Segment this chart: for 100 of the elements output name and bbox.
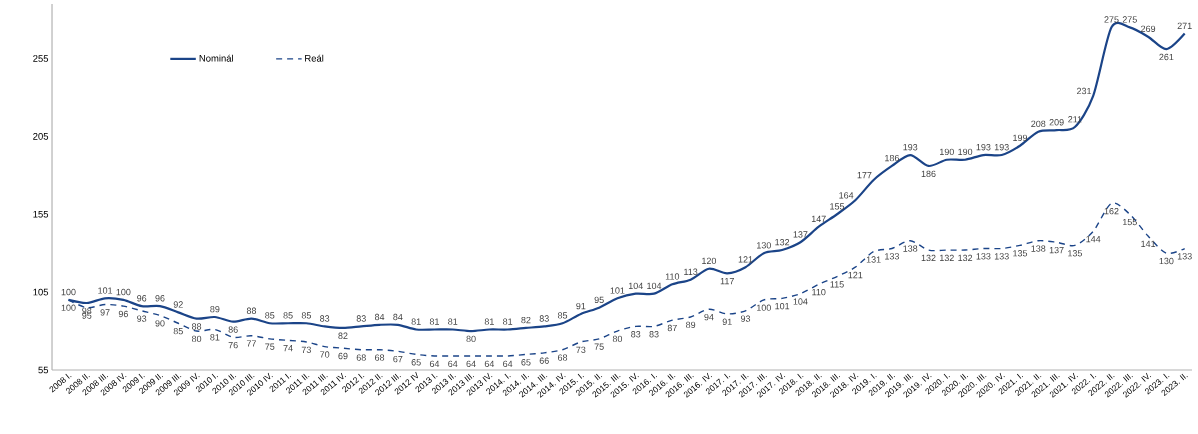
data-label: 83 [631, 331, 641, 338]
data-label: 275 [1104, 16, 1119, 23]
data-label: 92 [173, 301, 183, 308]
data-label: 100 [116, 288, 131, 296]
data-label: 121 [738, 256, 753, 263]
y-tick-label: 205 [33, 133, 49, 140]
data-label: 104 [628, 282, 643, 289]
data-label: 115 [830, 281, 844, 288]
data-label: 133 [994, 253, 1009, 260]
data-label: 85 [265, 312, 275, 319]
data-label: 164 [839, 192, 854, 199]
data-label: 85 [301, 312, 311, 319]
data-label: 75 [265, 343, 275, 350]
y-tick-label: 155 [33, 210, 49, 218]
data-label: 135 [1068, 250, 1082, 257]
data-label: 93 [740, 315, 751, 322]
data-label: 65 [521, 359, 531, 366]
data-label: 68 [356, 354, 366, 361]
data-label: 73 [576, 346, 586, 353]
data-label: 101 [775, 303, 790, 310]
data-label: 177 [857, 172, 872, 179]
data-label: 69 [338, 352, 348, 360]
data-label: 275 [1122, 16, 1137, 23]
data-label: 113 [684, 268, 698, 275]
data-label: 84 [374, 313, 385, 321]
data-label: 138 [1031, 245, 1046, 252]
data-label: 82 [338, 332, 348, 339]
data-label: 80 [466, 335, 476, 343]
data-label: 209 [1049, 119, 1064, 126]
data-label: 117 [720, 278, 734, 285]
data-label: 132 [958, 254, 973, 262]
data-label: 66 [539, 357, 549, 364]
data-label: 147 [811, 215, 826, 223]
data-label: 89 [686, 321, 696, 329]
legend-label: Reál [305, 54, 324, 62]
data-label: 81 [503, 318, 513, 325]
data-label: 83 [649, 331, 659, 338]
data-label: 81 [429, 318, 439, 325]
data-label: 193 [903, 144, 918, 151]
data-label: 83 [539, 315, 549, 322]
data-label: 120 [702, 257, 717, 265]
data-label: 132 [921, 254, 936, 262]
data-label: 98 [82, 307, 92, 315]
y-tick-label: 105 [33, 288, 49, 296]
data-label: 67 [393, 355, 403, 363]
data-label: 75 [594, 343, 604, 350]
data-label: 211 [1068, 116, 1082, 123]
data-label: 64 [429, 360, 440, 367]
data-label: 95 [82, 312, 92, 319]
data-label: 81 [210, 334, 220, 341]
data-label: 83 [320, 315, 330, 322]
data-label: 100 [757, 304, 771, 311]
data-label: 80 [191, 335, 202, 343]
data-label: 137 [793, 231, 808, 238]
data-label: 186 [885, 154, 899, 162]
data-label: 93 [137, 315, 147, 322]
data-label: 96 [155, 295, 165, 302]
data-label: 86 [228, 326, 238, 333]
y-tick-label: 55 [38, 366, 49, 374]
data-label: 89 [210, 306, 220, 313]
data-label: 104 [647, 282, 662, 289]
data-label: 100 [61, 288, 76, 296]
data-label: 101 [98, 287, 113, 294]
legend-label: Nominál [199, 54, 233, 62]
data-label: 155 [1122, 218, 1137, 226]
data-label: 83 [356, 315, 366, 322]
data-label: 96 [137, 295, 147, 302]
data-label: 81 [484, 318, 494, 325]
data-label: 64 [466, 360, 476, 367]
data-label: 261 [1159, 53, 1174, 61]
data-label: 121 [848, 271, 863, 279]
data-label: 80 [612, 335, 623, 343]
data-label: 90 [155, 320, 165, 327]
data-label: 91 [722, 318, 732, 325]
data-label: 132 [775, 239, 790, 246]
data-label: 95 [594, 296, 604, 304]
data-label: 82 [521, 316, 531, 324]
data-label: 271 [1177, 22, 1192, 29]
data-label: 88 [191, 323, 202, 330]
data-label: 131 [866, 256, 881, 263]
data-label: 101 [610, 287, 625, 294]
data-label: 199 [1013, 134, 1028, 142]
data-label: 104 [793, 298, 808, 305]
data-label: 76 [228, 341, 238, 349]
data-label: 85 [173, 327, 183, 335]
data-label: 88 [246, 307, 257, 314]
data-label: 85 [557, 312, 568, 319]
data-label: 155 [830, 203, 845, 210]
data-label: 91 [576, 302, 586, 310]
data-label: 64 [484, 360, 495, 367]
y-tick-label: 255 [33, 55, 49, 62]
data-label: 162 [1104, 208, 1119, 215]
data-label: 231 [1076, 87, 1092, 95]
data-label: 133 [1177, 253, 1192, 260]
data-label: 74 [283, 345, 293, 352]
data-label: 68 [375, 354, 385, 361]
data-label: 97 [100, 309, 110, 316]
data-label: 96 [118, 310, 128, 318]
data-label: 64 [448, 360, 458, 367]
data-label: 137 [1049, 246, 1064, 254]
